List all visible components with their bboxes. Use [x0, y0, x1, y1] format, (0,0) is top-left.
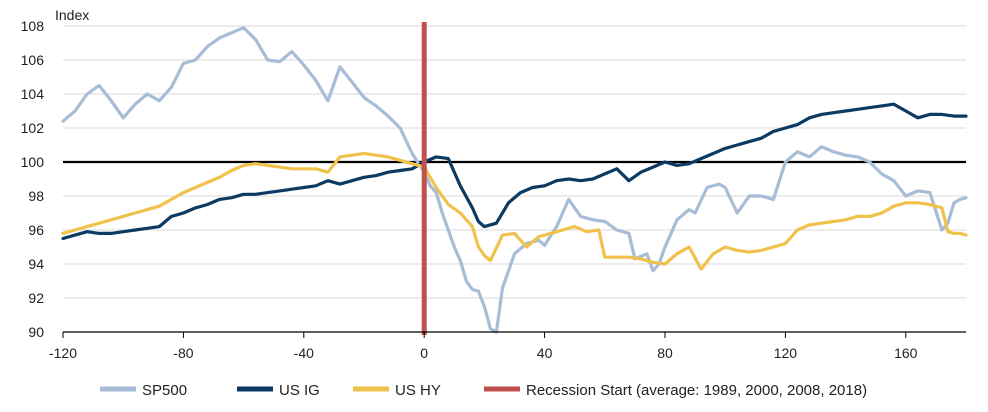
series-lines — [61, 26, 968, 334]
legend: SP500 US IG US HY Recession Start (average:… — [100, 382, 867, 399]
x-tick-label: 40 — [537, 345, 553, 361]
y-tick-label: 98 — [28, 188, 44, 204]
y-axis-label: Index — [55, 7, 89, 23]
legend-label: SP500 — [142, 382, 187, 399]
x-tick-label: 160 — [894, 345, 918, 361]
y-tick-label: 92 — [28, 290, 44, 306]
y-tick-label: 96 — [28, 222, 44, 238]
x-tick-label: 0 — [420, 345, 428, 361]
legend-item-1: US IG — [237, 382, 320, 399]
series-line-us-hy — [61, 151, 968, 271]
legend-label: Recession Start (average: 1989, 2000, 20… — [526, 382, 867, 399]
x-tick-label: -40 — [294, 345, 314, 361]
y-tick-label: 108 — [21, 18, 45, 34]
series-line-sp500 — [61, 26, 968, 334]
series-line-us-ig — [61, 102, 968, 241]
legend-label: US IG — [279, 382, 320, 399]
y-tick-label: 102 — [21, 120, 45, 136]
legend-item-3: Recession Start (average: 1989, 2000, 20… — [484, 382, 867, 399]
x-tick-label: 80 — [657, 345, 673, 361]
x-tick-label: -80 — [173, 345, 193, 361]
x-tick-label: 120 — [774, 345, 798, 361]
legend-item-0: SP500 — [100, 382, 187, 399]
legend-item-2: US HY — [353, 382, 441, 399]
axes: -120 -80 -40 0 40 80 120 160 90 92 94 96 98 100 102 104… — [21, 18, 966, 361]
y-tick-label: 104 — [21, 86, 45, 102]
y-tick-label: 106 — [21, 52, 45, 68]
gridlines — [63, 25, 966, 333]
legend-label: US HY — [395, 382, 441, 399]
x-tick-label: -120 — [49, 345, 77, 361]
y-tick-label: 100 — [21, 154, 45, 170]
y-tick-label: 94 — [28, 256, 44, 272]
y-tick-label: 90 — [28, 324, 44, 340]
